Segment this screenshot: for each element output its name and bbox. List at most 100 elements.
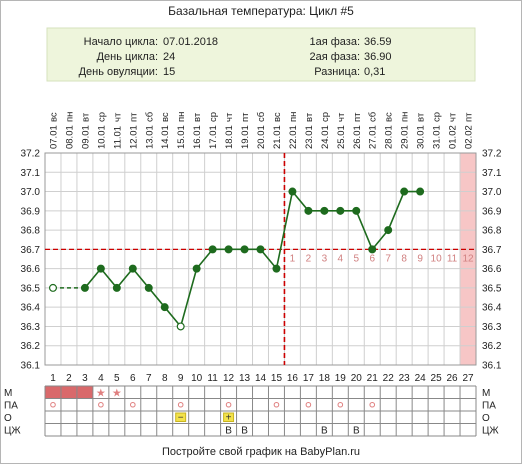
- data-point: [176, 322, 185, 331]
- y-tick-label-left: 36.8: [21, 226, 41, 237]
- post-ovulation-day-label: 1: [290, 253, 296, 264]
- weekday-label: вс: [384, 112, 395, 122]
- date-label: 27.01: [368, 125, 379, 149]
- info-label: День овуляции:: [79, 66, 158, 78]
- date-label: 08.01: [64, 125, 75, 149]
- row-label-right: ПА: [482, 401, 496, 412]
- weekday-label: пт: [128, 112, 139, 122]
- row-label-right: О: [482, 413, 490, 424]
- post-ovulation-day-label: 5: [353, 253, 359, 264]
- day-label: 1: [50, 373, 56, 384]
- data-point: [208, 245, 217, 254]
- date-label: 24.01: [320, 125, 331, 149]
- y-tick-label-left: 37.0: [21, 187, 41, 198]
- weekday-label: сб: [256, 111, 267, 122]
- day-label: 13: [239, 373, 251, 384]
- day-label: 2: [66, 373, 72, 384]
- data-point: [352, 206, 361, 215]
- weekday-label: ср: [320, 112, 331, 122]
- weekday-label: пт: [352, 112, 363, 122]
- day-label: 4: [98, 373, 104, 384]
- post-ovulation-day-label: 4: [338, 253, 344, 264]
- footer-text: Постройте свой график на BabyPlan.ru: [162, 446, 360, 458]
- pa-mark-icon: [50, 401, 56, 408]
- day-label: 22: [383, 373, 395, 384]
- ovulation-test-cell: [175, 412, 187, 422]
- info-box: [46, 27, 476, 82]
- date-label: 07.01: [48, 125, 59, 149]
- data-point: [320, 206, 329, 215]
- date-label: 19.01: [240, 125, 251, 149]
- weekday-label: вс: [48, 112, 59, 122]
- data-point: [304, 206, 313, 215]
- pa-mark-icon: [98, 401, 104, 408]
- pa-mark-icon: [305, 401, 312, 408]
- menses-star-icon: ★: [112, 388, 122, 400]
- y-tick-label-left: 36.7: [21, 245, 41, 256]
- info-label: Начало цикла:: [84, 36, 158, 48]
- day-label: 3: [82, 373, 88, 384]
- y-tick-label-right: 37.1: [482, 168, 502, 179]
- weekday-label: вс: [160, 112, 171, 122]
- date-label: 09.01: [80, 125, 91, 149]
- y-tick-label-left: 36.9: [21, 206, 41, 217]
- day-label: 14: [255, 373, 267, 384]
- day-label: 6: [130, 373, 136, 384]
- y-tick-label-right: 36.6: [482, 264, 502, 275]
- data-point: [256, 245, 265, 254]
- info-label: День цикла:: [97, 51, 158, 63]
- info-value: 36.59: [364, 36, 392, 48]
- y-tick-label-right: 36.5: [482, 283, 502, 294]
- menses-cell: [60, 386, 77, 399]
- date-label: 13.01: [144, 125, 155, 149]
- date-label: 16.01: [192, 125, 203, 149]
- data-point: [112, 283, 121, 292]
- y-tick-label-right: 37.0: [482, 187, 502, 198]
- series-line: [84, 189, 421, 329]
- y-tick-label-left: 36.3: [21, 322, 41, 333]
- menses-cell: [76, 386, 93, 399]
- weekday-label: пт: [464, 112, 475, 122]
- pa-mark-icon: [177, 401, 184, 408]
- cervical-mucus-mark: В: [321, 426, 328, 437]
- date-label: 29.01: [400, 125, 411, 149]
- day-label: 20: [351, 373, 363, 384]
- weekday-label: ср: [96, 112, 107, 122]
- y-tick-label-left: 37.1: [21, 168, 41, 179]
- data-point: [368, 245, 377, 254]
- date-label: 25.01: [336, 125, 347, 149]
- date-label: 31.01: [432, 125, 443, 149]
- data-point: [240, 245, 249, 254]
- data-point: [272, 264, 281, 273]
- weekday-label: ср: [432, 112, 443, 122]
- day-label: 7: [146, 373, 152, 384]
- data-point: [144, 283, 153, 292]
- menses-star-icon: ★: [96, 388, 106, 400]
- info-label: 1ая фаза:: [309, 36, 360, 48]
- date-label: 21.01: [272, 125, 283, 149]
- weekday-label: вт: [192, 112, 203, 122]
- weekday-label: вт: [304, 112, 315, 122]
- data-point: [128, 264, 137, 273]
- row-label-left: О: [4, 413, 12, 424]
- date-label: 28.01: [384, 125, 395, 149]
- data-point: [160, 303, 169, 312]
- data-point: [192, 264, 201, 273]
- data-point: [80, 283, 89, 292]
- y-tick-label-left: 36.1: [21, 361, 41, 372]
- weekday-label: пн: [288, 112, 299, 122]
- row-label-left: ПА: [4, 401, 18, 412]
- day-label: 21: [367, 373, 379, 384]
- pa-mark-icon: [225, 401, 232, 408]
- row-label-right: М: [482, 388, 490, 399]
- plot-border: [44, 152, 477, 366]
- row-label-left: ЦЖ: [4, 426, 21, 437]
- row-label-left: М: [4, 388, 12, 399]
- post-ovulation-day-label: 8: [401, 253, 407, 264]
- post-ovulation-day-label: 6: [369, 253, 375, 264]
- ovulation-test-mark: +: [226, 413, 232, 424]
- weekday-label: пт: [240, 112, 251, 122]
- day-label: 15: [271, 373, 283, 384]
- y-tick-label-right: 36.9: [482, 206, 502, 217]
